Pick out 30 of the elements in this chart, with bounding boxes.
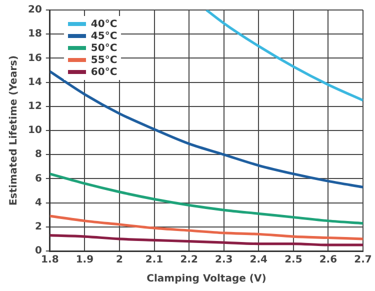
x-tick-label: 1.9 <box>76 254 94 266</box>
legend-label: 60°C <box>90 66 118 78</box>
x-tick-label: 2 <box>116 254 124 266</box>
y-tick-label: 20 <box>28 4 42 16</box>
y-tick-label: 10 <box>28 125 42 136</box>
x-axis-title: Clamping Voltage (V) <box>146 274 266 285</box>
y-tick-label: 2 <box>34 221 42 232</box>
x-tick-label: 2.2 <box>180 254 198 266</box>
legend-label: 40°C <box>90 18 118 30</box>
y-axis-title: Estimated Lifetime (Years) <box>8 55 20 206</box>
y-tick-label: 16 <box>28 52 42 64</box>
line-series <box>50 234 363 246</box>
y-tick-label: 14 <box>28 76 42 88</box>
y-tick-label: 6 <box>34 173 42 184</box>
line-series <box>205 10 363 102</box>
x-tick-label: 2.3 <box>214 254 233 266</box>
y-tick-label: 8 <box>34 149 42 160</box>
y-tick-label: 0 <box>34 246 42 257</box>
y-tick-label: 12 <box>28 100 42 112</box>
legend-label: 50°C <box>90 42 118 54</box>
x-tick-label: 2.4 <box>250 254 268 266</box>
y-tick-label: 4 <box>34 197 42 208</box>
x-tick-label: 2.5 <box>284 254 302 266</box>
x-tick-label: 2.6 <box>319 254 338 266</box>
legend-label: 55°C <box>90 54 118 66</box>
y-tick-label: 18 <box>28 28 42 40</box>
legend-label: 45°C <box>90 30 118 42</box>
x-tick-label: 2.1 <box>145 254 164 266</box>
x-tick-label: 1.8 <box>41 254 59 266</box>
x-tick-label: 2.7 <box>354 254 372 266</box>
